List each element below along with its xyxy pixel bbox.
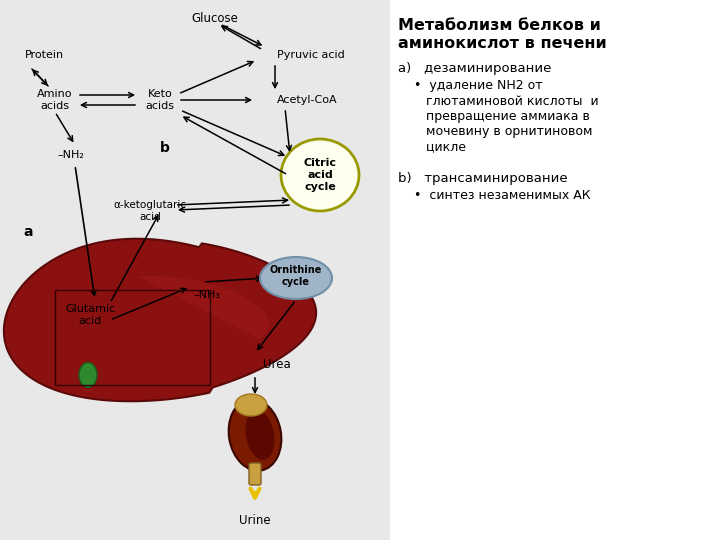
Text: Pyruvic acid: Pyruvic acid <box>277 50 345 60</box>
Text: Glucose: Glucose <box>192 12 238 25</box>
Text: Keto
acids: Keto acids <box>145 89 174 111</box>
Ellipse shape <box>281 139 359 211</box>
Text: •  синтез незаменимых АК: • синтез незаменимых АК <box>402 189 590 202</box>
Text: b: b <box>160 141 170 155</box>
Text: цикле: цикле <box>402 140 466 153</box>
Text: Glutamic
acid: Glutamic acid <box>65 304 115 326</box>
Ellipse shape <box>260 257 332 299</box>
Text: α-ketoglutaric
acid: α-ketoglutaric acid <box>114 200 186 221</box>
Polygon shape <box>138 276 269 339</box>
Text: –NH₂: –NH₂ <box>58 150 84 160</box>
Text: Acetyl-CoA: Acetyl-CoA <box>277 95 338 105</box>
Text: аминокислот в печени: аминокислот в печени <box>398 36 607 51</box>
Text: Ornithine
cycle: Ornithine cycle <box>270 265 322 287</box>
Bar <box>55 290 210 385</box>
Text: Citric
acid
cycle: Citric acid cycle <box>304 158 336 192</box>
Text: Метаболизм белков и: Метаболизм белков и <box>398 18 601 33</box>
Text: мочевину в орнитиновом: мочевину в орнитиновом <box>402 125 593 138</box>
FancyBboxPatch shape <box>249 463 261 485</box>
Ellipse shape <box>246 410 274 460</box>
Text: a)   дезаминирование: a) дезаминирование <box>398 62 552 75</box>
Text: a: a <box>23 225 32 239</box>
Text: Urea: Urea <box>263 359 291 372</box>
Ellipse shape <box>79 362 97 388</box>
Text: b)   трансаминирование: b) трансаминирование <box>398 172 567 185</box>
Bar <box>390 0 720 540</box>
Polygon shape <box>4 239 316 401</box>
Ellipse shape <box>235 394 267 416</box>
Text: превращение аммиака в: превращение аммиака в <box>402 110 590 123</box>
Ellipse shape <box>229 399 282 471</box>
Text: Amino
acids: Amino acids <box>37 89 73 111</box>
Text: –NH₃: –NH₃ <box>193 290 220 300</box>
Text: •  удаление NH2 от: • удаление NH2 от <box>402 79 543 92</box>
Text: Protein: Protein <box>25 50 64 60</box>
Text: Urine: Urine <box>239 514 271 527</box>
Text: глютаминовой кислоты  и: глютаминовой кислоты и <box>402 95 598 108</box>
